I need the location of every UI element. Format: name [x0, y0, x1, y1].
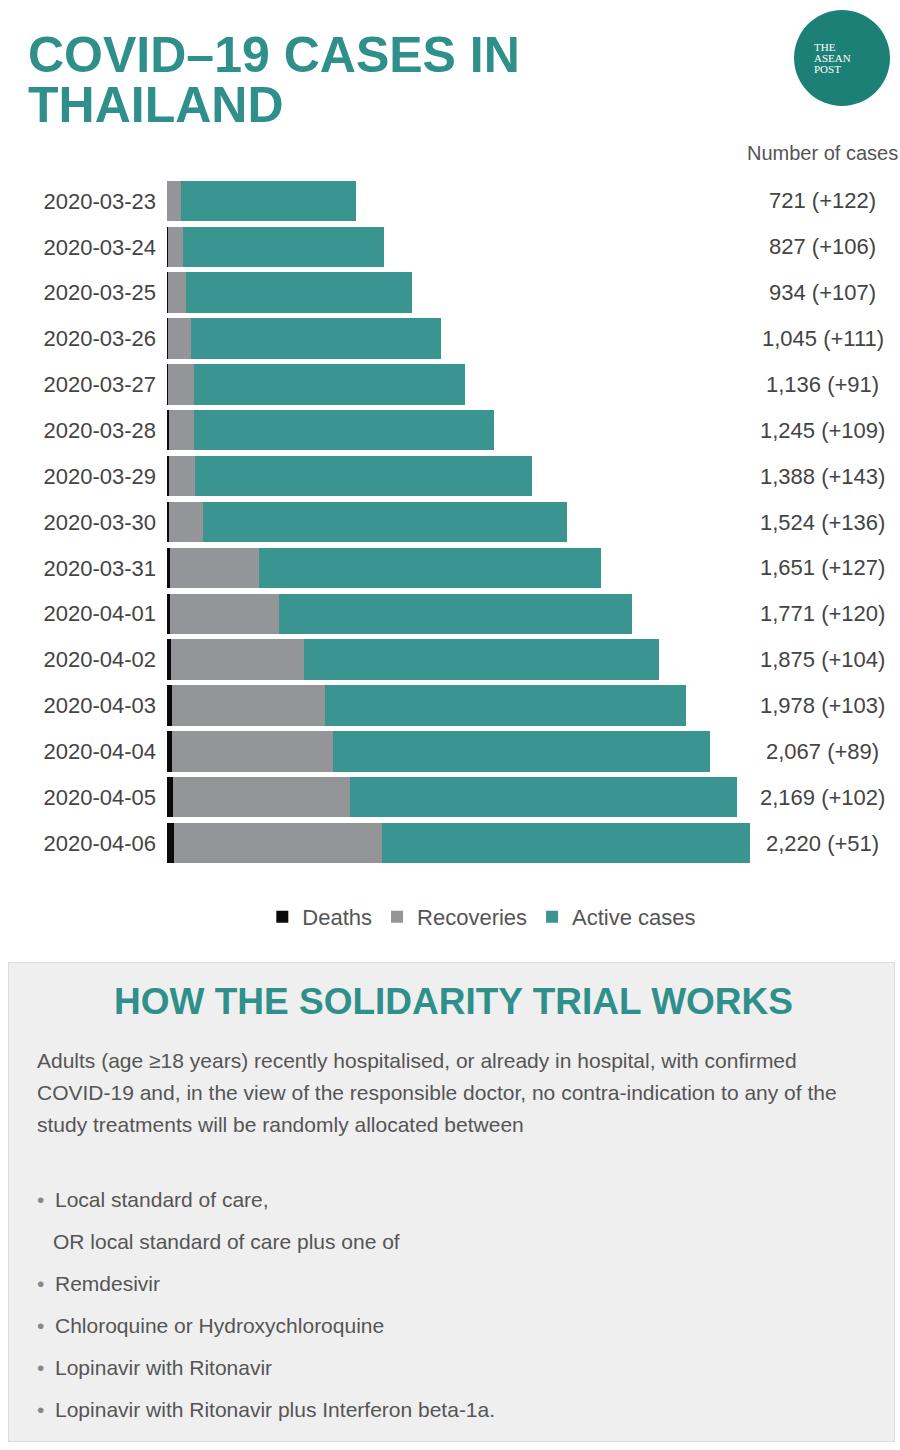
svg-text:1,978 (+103): 1,978 (+103) [760, 693, 885, 718]
html-text:Lopinavir with Ritonavir: Lopinavir with Ritonavir [55, 1356, 273, 1379]
svg-text:2020-03-24: 2020-03-24 [43, 235, 156, 260]
svg-text:Number of cases: Number of cases [747, 142, 898, 164]
svg-text:2020-04-01: 2020-04-01 [43, 601, 156, 626]
svg-text:2,067 (+89): 2,067 (+89) [766, 739, 879, 764]
svg-text:2020-03-26: 2020-03-26 [43, 326, 156, 351]
svg-text:Active cases: Active cases [572, 905, 696, 930]
svg-text:2020-03-31: 2020-03-31 [43, 556, 156, 581]
svg-text:Deaths: Deaths [302, 905, 372, 930]
svg-text:721 (+122): 721 (+122) [769, 188, 876, 213]
svg-text:2020-03-25: 2020-03-25 [43, 280, 156, 305]
svg-text:2020-04-04: 2020-04-04 [43, 739, 156, 764]
svg-text:2020-03-23: 2020-03-23 [43, 189, 156, 214]
svg-text:1,771 (+120): 1,771 (+120) [760, 601, 885, 626]
html-text:Lopinavir with Ritonavir plus: Lopinavir with Ritonavir plus Interferon… [55, 1398, 496, 1421]
svg-text:2,169 (+102): 2,169 (+102) [760, 785, 885, 810]
svg-text:2,220 (+51): 2,220 (+51) [766, 831, 879, 856]
html-text:Remdesivir: Remdesivir [55, 1272, 160, 1295]
svg-text:1,524 (+136): 1,524 (+136) [760, 510, 885, 535]
html-text:OR local standard of care plus: OR local standard of care plus one of [53, 1230, 400, 1253]
svg-text:1,875 (+104): 1,875 (+104) [760, 647, 885, 672]
svg-text:1,245 (+109): 1,245 (+109) [760, 418, 885, 443]
svg-text:2020-04-03: 2020-04-03 [43, 693, 156, 718]
svg-text:934 (+107): 934 (+107) [769, 280, 876, 305]
html-text:Chloroquine or Hydroxychloroqu: Chloroquine or Hydroxychloroquine [55, 1314, 385, 1337]
html-text:Adults (age ≥18 years) recentl: Adults (age ≥18 years) recently hospital… [37, 1049, 837, 1136]
html-text:THE: THE [814, 40, 836, 53]
svg-text:2020-04-06: 2020-04-06 [43, 831, 156, 856]
html-text:POST: POST [814, 62, 841, 75]
html-text:HOW THE SOLIDARITY TRIAL WORKS: HOW THE SOLIDARITY TRIAL WORKS [114, 981, 793, 1022]
svg-text:2020-03-28: 2020-03-28 [43, 418, 156, 443]
svg-text:2020-04-02: 2020-04-02 [43, 647, 156, 672]
html-text:COVID–19 CASES IN THAILAND: COVID–19 CASES IN THAILAND [28, 27, 520, 133]
svg-text:2020-03-30: 2020-03-30 [43, 510, 156, 535]
svg-text:1,136 (+91): 1,136 (+91) [766, 372, 879, 397]
svg-text:827 (+106): 827 (+106) [769, 234, 876, 259]
svg-text:2020-04-05: 2020-04-05 [43, 785, 156, 810]
html-text:ASEAN: ASEAN [814, 51, 851, 64]
svg-text:1,045 (+111): 1,045 (+111) [762, 326, 884, 351]
html-text:Local standard of care,: Local standard of care, [55, 1188, 269, 1211]
svg-text:1,651 (+127): 1,651 (+127) [760, 555, 885, 580]
svg-text:2020-03-29: 2020-03-29 [43, 464, 156, 489]
svg-text:1,388 (+143): 1,388 (+143) [760, 464, 885, 489]
svg-text:2020-03-27: 2020-03-27 [43, 372, 156, 397]
svg-text:Recoveries: Recoveries [417, 905, 527, 930]
